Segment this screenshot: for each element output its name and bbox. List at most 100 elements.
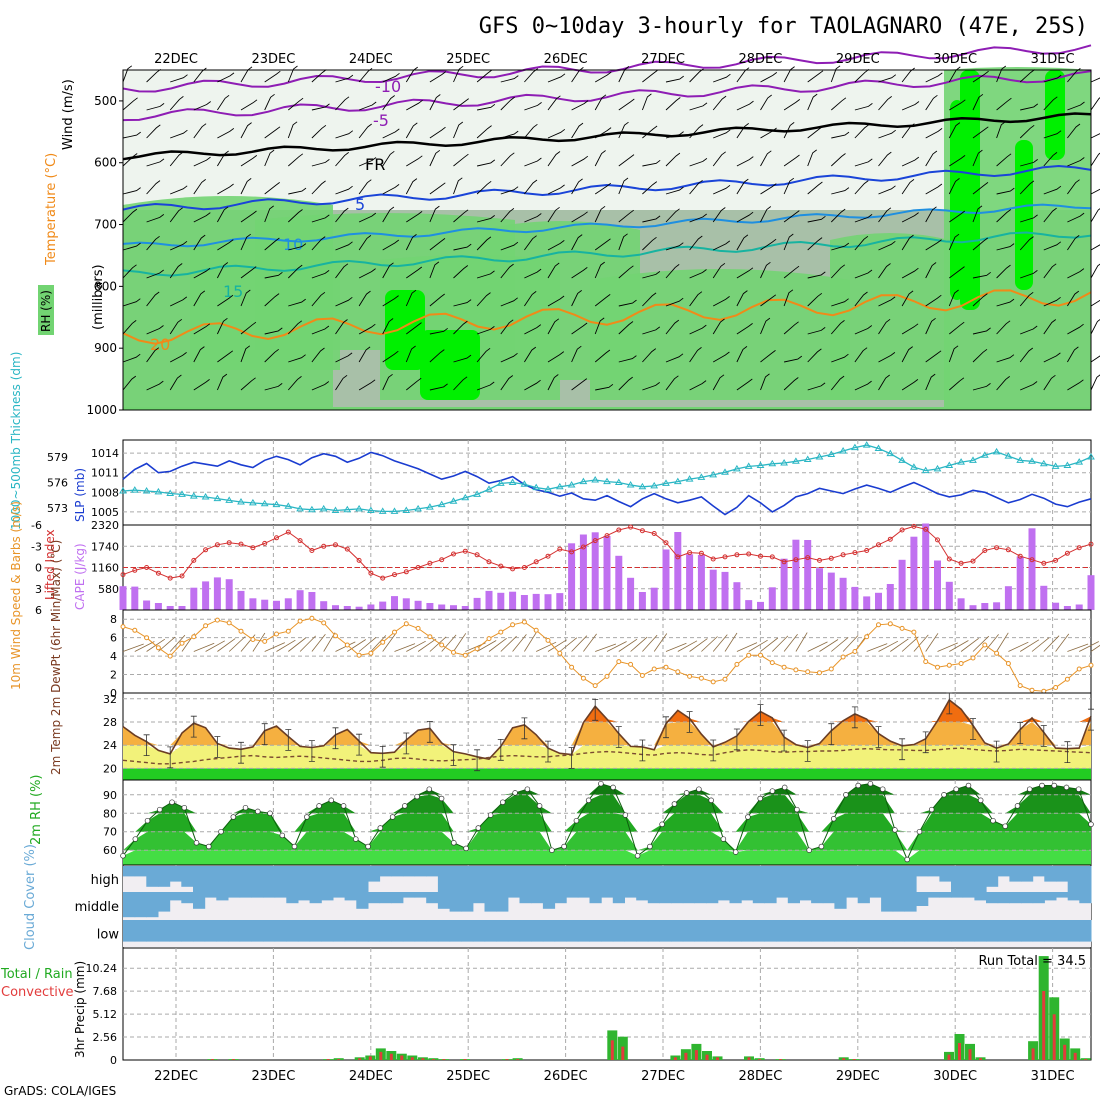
cloud-cover-high-bar (729, 866, 742, 892)
wind-barb (476, 125, 492, 139)
wind-barb (476, 236, 492, 251)
cloud-cover-middle-bar (507, 892, 521, 898)
wind-barb (382, 150, 395, 167)
wind-barb (358, 346, 371, 363)
cloud-cover-middle-bar (496, 892, 509, 912)
cloud-cover-low-bar (927, 920, 940, 942)
precip-convective-bar (1052, 1014, 1056, 1060)
cape-ylabel: CAPE (J/kg) (73, 543, 87, 610)
date-label-bottom: 25DEC (446, 1069, 490, 1084)
precip-convective-bar (379, 1051, 383, 1060)
cape-bar (579, 534, 587, 610)
cloud-cover-middle-bar (834, 892, 847, 909)
cloud-cover-low-bar (437, 920, 451, 942)
wind-barb (901, 379, 919, 391)
wind-barb (476, 347, 491, 363)
temperature-minmax-bar (851, 706, 858, 729)
wind-barb (901, 212, 919, 223)
surface-wind-barb (913, 634, 929, 652)
lifted-index-marker (179, 573, 185, 579)
thickness-marker (142, 487, 151, 494)
temperature-minmax-bar (238, 741, 244, 764)
wind-barb (547, 240, 565, 251)
temperature-minmax-bar (190, 715, 197, 738)
temperature-contour (122, 231, 1092, 277)
temperature-minmax-bar (875, 726, 882, 748)
rh-marker (977, 797, 984, 804)
wind-barb (382, 206, 395, 223)
rh-marker (659, 821, 665, 828)
wind-barb (1019, 291, 1034, 307)
cloud-cover-high-bar (414, 866, 427, 877)
rh-saturated-region (1015, 140, 1033, 290)
wind-speed-marker (155, 645, 161, 651)
wind-barb (240, 155, 258, 167)
lifted-index-marker (557, 546, 563, 552)
wind-barb (642, 181, 658, 195)
cloud-cover-middle-bar (857, 892, 870, 904)
temperature-minmax-bar (308, 740, 315, 762)
wind-speed-marker (226, 620, 232, 626)
wind-speed-marker (179, 640, 185, 646)
cloud-cover-low-bar (1056, 920, 1069, 942)
wind-speed-marker (746, 652, 752, 658)
wind-barb (311, 270, 330, 279)
wind-barb (169, 207, 183, 223)
wind-barb (594, 150, 606, 167)
wind-speed-marker (533, 627, 539, 633)
wind-barb (925, 373, 936, 391)
wind-barb (571, 345, 582, 363)
cape-bar (827, 572, 835, 610)
cloud-cover-low-bar (741, 920, 754, 942)
slp-tick-label: 1011 (91, 467, 119, 480)
cloud-cover-high-bar (496, 866, 509, 892)
cloud-cover-high-bar (904, 866, 917, 892)
lifted-index-marker (403, 569, 409, 575)
wind-barb (783, 289, 794, 307)
wind-barb (288, 354, 306, 363)
temperature-minmax-bar (568, 747, 575, 769)
lifted-index-marker (864, 548, 870, 553)
surface-wind-barb (547, 639, 567, 652)
rh-marker (365, 843, 371, 850)
wind-barb (642, 159, 661, 167)
precip-convective-bar (673, 1057, 677, 1060)
wind-barb (807, 237, 823, 251)
wind-barb (760, 94, 772, 111)
cloud-cover-high-bar (437, 866, 451, 892)
cloud-cover-middle-bar (846, 892, 859, 898)
cloud-cover-high-bar (239, 866, 252, 892)
rh-marker (745, 814, 751, 820)
wind-speed-marker (1076, 666, 1082, 672)
wind-barb (1067, 123, 1081, 139)
wind-barb (831, 242, 850, 251)
lifted-index-marker (203, 547, 209, 553)
wind-barb (358, 101, 377, 111)
wind-barb (760, 183, 777, 195)
wind-barb (264, 383, 283, 391)
precip-convective-bar (1063, 1044, 1067, 1060)
wind-speed-marker (828, 666, 834, 672)
cape-bar (1063, 606, 1071, 610)
wind-barb (618, 265, 634, 279)
cloud-cover-middle-bar (379, 892, 392, 904)
surface-wind-barb (606, 641, 627, 652)
cloud-cover-low-bar (321, 920, 334, 942)
rh-marker (524, 786, 531, 792)
wind-barb (453, 177, 463, 195)
surface-wind-barb (417, 638, 437, 652)
cloud-cover-low-bar (297, 920, 311, 942)
cape-bar (391, 596, 398, 610)
thickness-marker (1016, 456, 1025, 463)
wind-barb (429, 126, 446, 139)
cloud-cover-middle-bar (659, 892, 672, 904)
lifted-index-marker (321, 543, 327, 549)
wind-barb (311, 236, 326, 251)
cloud-cover-middle-bar (939, 892, 952, 898)
thickness-marker (603, 477, 611, 485)
thickness-marker (378, 507, 387, 514)
cloud-cover-middle-bar (204, 892, 217, 898)
surface-wind-barb (842, 635, 859, 652)
cloud-cover-middle-bar (193, 892, 206, 909)
date-label-top: 28DEC (738, 52, 782, 67)
